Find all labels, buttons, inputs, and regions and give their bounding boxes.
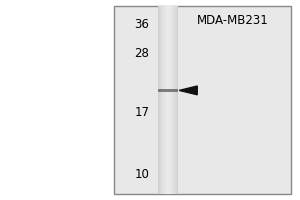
Bar <box>168 6 169 194</box>
Bar <box>173 6 174 194</box>
Bar <box>176 6 177 194</box>
Bar <box>160 6 161 194</box>
Bar <box>158 89 178 92</box>
Bar <box>166 6 167 194</box>
Bar <box>161 6 162 194</box>
Bar <box>175 6 176 194</box>
Bar <box>114 6 291 194</box>
Text: 36: 36 <box>134 18 149 31</box>
Bar <box>165 6 166 194</box>
Text: 10: 10 <box>134 168 149 181</box>
Bar <box>170 6 171 194</box>
Bar <box>163 6 164 194</box>
Bar <box>169 6 170 194</box>
Bar <box>158 6 159 194</box>
Polygon shape <box>179 86 197 95</box>
Bar <box>172 6 173 194</box>
Bar <box>164 6 165 194</box>
Bar <box>171 6 172 194</box>
Bar <box>0 0 114 200</box>
Bar <box>162 6 163 194</box>
Text: 28: 28 <box>134 47 149 60</box>
Text: 17: 17 <box>134 106 149 119</box>
Bar <box>177 6 178 194</box>
Bar <box>174 6 175 194</box>
Bar <box>159 6 160 194</box>
Bar <box>167 6 168 194</box>
Text: MDA-MB231: MDA-MB231 <box>196 14 268 27</box>
